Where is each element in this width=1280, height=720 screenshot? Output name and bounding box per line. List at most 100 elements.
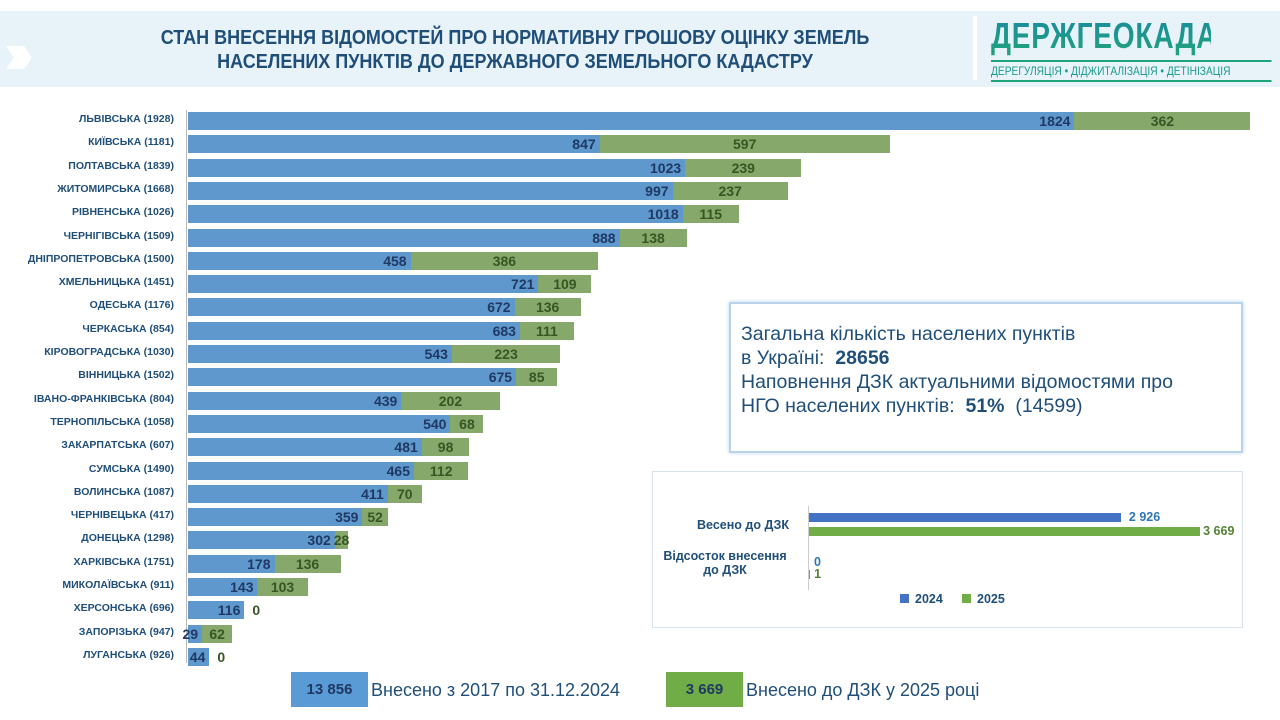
logo-slogan: ДЕРЕГУЛЯЦІЯ • ДІДЖИТАЛІЗАЦІЯ • ДЕТІНІЗАЦ… (991, 60, 1272, 82)
value-label-2025: 138 (641, 229, 665, 246)
bar-2025 (362, 508, 388, 527)
info-line-4: НГО населених пунктів: (741, 395, 955, 417)
category-label: ХАРКІВСЬКА (1751) (73, 555, 175, 568)
bar-2017-2024 (188, 181, 673, 200)
bar-2017-2024 (188, 345, 452, 363)
bar-2025 (450, 414, 484, 433)
bar-2025 (401, 391, 500, 410)
info-percent: 51% (965, 395, 1005, 417)
value-label-2017-2024: 465 (386, 462, 410, 479)
value-label-2017-2024: 116 (217, 602, 241, 619)
bar-2025 (410, 251, 599, 270)
category-label: ДНІПРОПЕТРОВСЬКА (1500) (27, 252, 174, 265)
total-2025-badge: 3 669 (666, 672, 743, 707)
bar-2025 (387, 484, 422, 503)
chart-row: ЛУГАНСЬКА (926) 44 0 (0, 645, 1280, 668)
value-label-2017-2024: 302 (307, 532, 331, 549)
title-line-2: НАСЕЛЕНИХ ПУНКТІВ ДО ДЕРЖАВНОГО ЗЕМЕЛЬНО… (217, 51, 813, 73)
bar-2025 (519, 321, 574, 340)
info-line-3: Наповнення ДЗК актуальними відомостями п… (741, 371, 1173, 393)
value-label-2025: 239 (731, 159, 755, 176)
page-title: СТАН ВНЕСЕННЯ ВІДОМОСТЕЙ ПРО НОРМАТИВНУ … (88, 26, 943, 74)
category-label: ОДЕСЬКА (1176) (89, 299, 174, 312)
bar-2017-2024 (188, 298, 515, 317)
bar-2017-2024 (188, 158, 686, 177)
total-2024-label: Внесено з 2017 по 31.12.2024 (371, 680, 621, 700)
value-label-2025: 202 (438, 392, 463, 409)
total-2025-label: Внесено до ДЗК у 2025 році (746, 680, 980, 700)
value-label-2025: 136 (295, 555, 320, 572)
chart-row: ПОЛТАВСЬКА (1839) 1023 239 (0, 156, 1280, 179)
category-axis (186, 110, 187, 663)
bar-2025 (421, 438, 470, 457)
bar-2017-2024 (188, 461, 414, 480)
value-label-2017-2024: 178 (247, 555, 271, 572)
chart-row: ЗАПОРІЗЬКА (947) 29 62 (0, 622, 1280, 645)
bar-2017-2024 (188, 321, 520, 340)
value-label-2025: 70 (396, 485, 413, 502)
category-label: ЛУГАНСЬКА (926) (83, 648, 174, 661)
value-label-2025: 0 (217, 648, 226, 665)
mini-category-label: Відсосток внесення до ДЗК (663, 549, 787, 577)
chart-row: ХАРКІВСЬКА (1751) 178 136 (0, 552, 1280, 575)
bar-2017-2024 (188, 414, 451, 433)
bar-2025 (514, 298, 581, 317)
category-label: ЧЕРНІВЕЦЬКА (417) (70, 509, 174, 522)
category-label: ЗАПОРІЗЬКА (947) (78, 625, 174, 638)
bar-2017-2024 (188, 531, 335, 550)
bar-2017-2024 (188, 484, 388, 503)
logo-name: ДЕРЖГЕОКАДАСТР (991, 15, 1275, 56)
category-label: ЗАКАРПАТСЬКА (607) (61, 439, 174, 452)
mini-category-label: Весено до ДЗК (697, 518, 789, 532)
info-line-1: Загальна кількість населених пунктів (741, 323, 1076, 345)
bar-2017-2024 (188, 135, 600, 154)
value-label-2025: 223 (494, 346, 518, 362)
category-label: СУМСЬКА (1490) (88, 462, 174, 475)
category-label: ЛЬВІВСЬКА (1928) (79, 113, 174, 125)
bar-2017-2024 (188, 205, 683, 224)
bar-2025 (619, 228, 687, 247)
value-label-2017-2024: 1824 (1039, 113, 1071, 129)
category-label: КІРОВОГРАДСЬКА (1030) (44, 346, 174, 358)
value-label-2025: 237 (718, 182, 742, 199)
value-label-2025: 0 (252, 602, 261, 619)
value-label-2017-2024: 359 (335, 509, 359, 526)
mini-value-label: 0 (814, 555, 821, 569)
chart-row: КІРОВОГРАДСЬКА (1030) 543 223 (0, 342, 1280, 365)
value-label-2025: 362 (1150, 113, 1175, 129)
category-label: МИКОЛАЇВСЬКА (911) (62, 579, 174, 591)
chart-row: ЖИТОМИРСЬКА (1668) 997 237 (0, 179, 1280, 202)
total-2024-badge: 13 856 (291, 672, 368, 707)
chart-row: ВОЛИНСЬКА (1087) 411 70 (0, 482, 1280, 505)
summary-bar-chart: Весено до ДЗК Відсосток внесення до ДЗК … (652, 471, 1243, 628)
bar-2017-2024 (188, 554, 275, 573)
bar-2017-2024 (188, 275, 539, 294)
bar-2025 (257, 578, 308, 596)
category-label: ЧЕРНІГІВСЬКА (1509) (63, 229, 174, 242)
bar-2025 (413, 461, 469, 480)
header-banner: ››› СТАН ВНЕСЕННЯ ВІДОМОСТЕЙ ПРО НОРМАТИ… (0, 11, 1280, 87)
bar-2025 (334, 531, 349, 550)
chart-row: ДНІПРОПЕТРОВСЬКА (1500) 458 386 (0, 249, 1280, 272)
category-label: ТЕРНОПІЛЬСЬКА (1058) (50, 415, 174, 428)
value-label-2017-2024: 543 (424, 346, 448, 362)
mini-bar-2025 (809, 527, 1201, 536)
info-count: (14599) (1015, 395, 1083, 417)
bar-2017-2024 (188, 624, 203, 643)
chart-row: ТЕРНОПІЛЬСЬКА (1058) 540 68 (0, 412, 1280, 435)
value-label-2025: 52 (367, 509, 383, 526)
category-label: ВІННИЦЬКА (1502) (78, 369, 174, 382)
value-label-2017-2024: 411 (361, 485, 384, 502)
value-label-2017-2024: 540 (423, 415, 447, 432)
bar-2017-2024 (188, 368, 517, 387)
category-label: ХЕРСОНСЬКА (696) (73, 602, 174, 615)
bar-2025 (672, 181, 788, 200)
chart-row: ВІННИЦЬКА (1502) 675 85 (0, 365, 1280, 388)
bar-2025 (538, 275, 592, 294)
chart-row: ІВАНО-ФРАНКІВСЬКА (804) 439 202 (0, 389, 1280, 412)
category-label: ПОЛТАВСЬКА (1839) (68, 159, 174, 172)
value-label-2017-2024: 1018 (647, 206, 679, 223)
value-label-2017-2024: 997 (645, 182, 669, 199)
chart-row: ЧЕРНІВЕЦЬКА (417) 359 52 (0, 505, 1280, 528)
value-label-2017-2024: 44 (189, 648, 206, 665)
